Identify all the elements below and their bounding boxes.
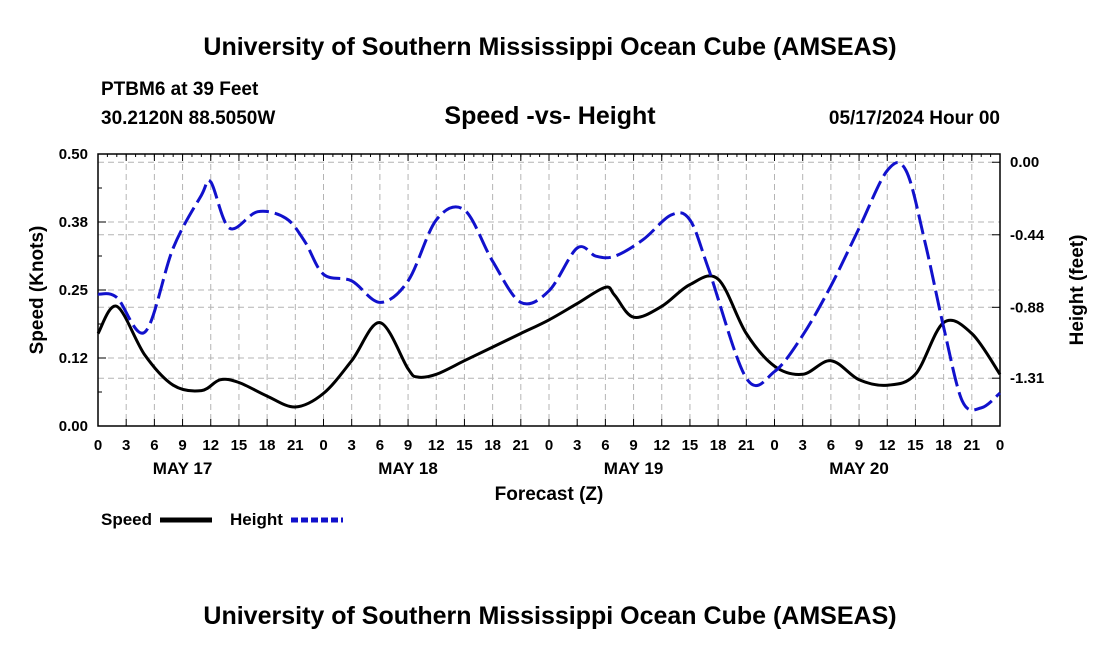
- x-tick-label: 6: [376, 437, 384, 454]
- x-tick-label: 3: [122, 437, 130, 454]
- chart-title: Speed -vs- Height: [444, 102, 656, 130]
- x-tick-label: 21: [963, 437, 980, 454]
- x-tick-label: 9: [178, 437, 186, 454]
- series-line-speed: [96, 274, 1002, 409]
- x-tick-label: 9: [404, 437, 412, 454]
- x-tick-label: 21: [738, 437, 755, 454]
- y-right-tick-label: -1.31: [1010, 370, 1044, 387]
- legend-speed-label: Speed: [101, 510, 152, 529]
- x-tick-label: 3: [573, 437, 581, 454]
- y-left-tick-label: 0.38: [59, 214, 88, 231]
- legend-height-label: Height: [230, 510, 283, 529]
- y-axis-left-title: Speed (Knots): [27, 226, 48, 355]
- x-tick-label: 0: [996, 437, 1004, 454]
- x-date-label: MAY 19: [604, 459, 664, 478]
- x-tick-label: 6: [150, 437, 158, 454]
- series-layer: [96, 160, 1002, 412]
- x-tick-label: 0: [94, 437, 102, 454]
- y-axis-right: 0.00 -0.44 -0.88 -1.31: [992, 154, 1045, 387]
- x-date-label: MAY 20: [829, 459, 889, 478]
- y-axis-right-title: Height (feet): [1067, 235, 1088, 346]
- x-tick-label: 12: [653, 437, 670, 454]
- x-date-label: MAY 17: [153, 459, 213, 478]
- x-tick-label: 12: [879, 437, 896, 454]
- x-tick-label: 0: [545, 437, 553, 454]
- forecast-date-label: 05/17/2024 Hour 00: [829, 108, 1000, 129]
- grid: [98, 154, 1000, 426]
- x-tick-label: 18: [484, 437, 501, 454]
- y-axis-left: 0.00 0.12 0.25 0.38 0.50: [59, 146, 106, 435]
- series-line-height: [97, 160, 1001, 412]
- x-tick-label: 15: [456, 437, 473, 454]
- x-tick-label: 0: [319, 437, 327, 454]
- x-tick-label: 12: [428, 437, 445, 454]
- legend: Speed Height: [101, 510, 343, 529]
- footer-title: University of Southern Mississippi Ocean…: [203, 602, 896, 630]
- x-tick-label: 18: [935, 437, 952, 454]
- x-tick-label: 15: [682, 437, 699, 454]
- x-tick-label: 12: [202, 437, 219, 454]
- x-tick-label: 15: [231, 437, 248, 454]
- station-label: PTBM6 at 39 Feet: [101, 79, 259, 100]
- x-tick-label: 9: [629, 437, 637, 454]
- x-tick-label: 15: [907, 437, 924, 454]
- x-tick-label: 21: [287, 437, 304, 454]
- x-date-label: MAY 18: [378, 459, 438, 478]
- x-tick-label: 6: [601, 437, 609, 454]
- x-tick-label: 3: [348, 437, 356, 454]
- x-tick-label: 3: [799, 437, 807, 454]
- x-axis: 0 3 6 9 12 15 18 21 0 3 6 9 12 15 18 21 0 3 6 9 12 15 18 21 0 3 6 9…: [94, 154, 1004, 478]
- y-right-tick-label: -0.88: [1010, 299, 1044, 316]
- y-left-tick-label: 0.12: [59, 350, 88, 367]
- y-left-tick-label: 0.00: [59, 418, 88, 435]
- x-tick-label: 0: [770, 437, 778, 454]
- x-axis-title: Forecast (Z): [495, 484, 604, 505]
- y-left-tick-label: 0.50: [59, 146, 88, 163]
- x-tick-label: 21: [512, 437, 529, 454]
- x-tick-label: 18: [259, 437, 276, 454]
- coordinates-label: 30.2120N 88.5050W: [101, 108, 275, 129]
- page-title: University of Southern Mississippi Ocean…: [203, 33, 896, 61]
- x-tick-label: 9: [855, 437, 863, 454]
- y-right-tick-label: 0.00: [1010, 154, 1039, 171]
- y-right-tick-label: -0.44: [1010, 227, 1045, 244]
- x-tick-label: 18: [710, 437, 727, 454]
- x-tick-label: 6: [827, 437, 835, 454]
- y-left-tick-label: 0.25: [59, 282, 88, 299]
